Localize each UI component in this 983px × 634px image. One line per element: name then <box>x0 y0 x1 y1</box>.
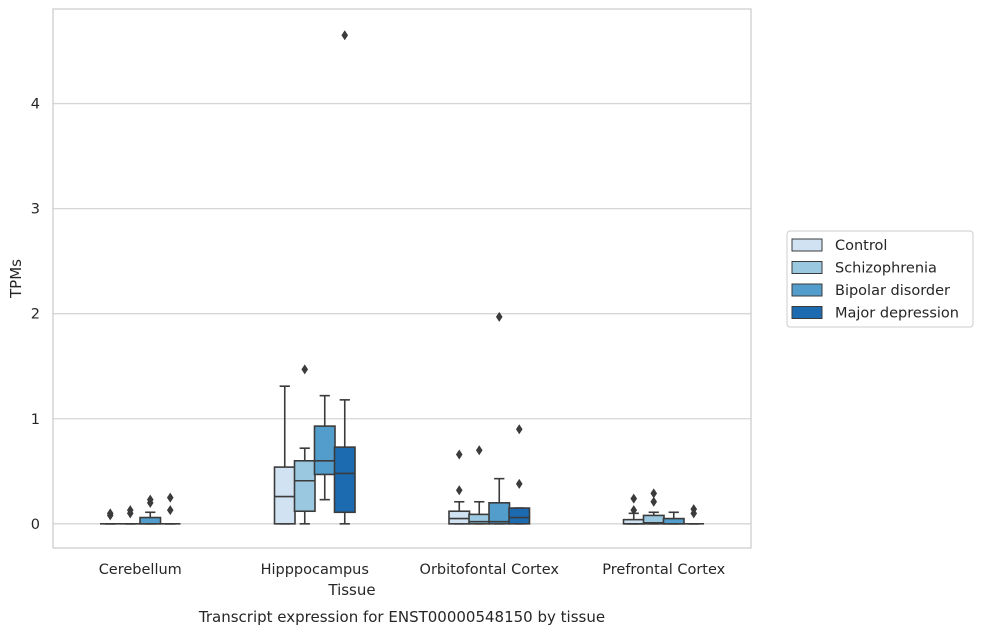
box-body <box>448 510 471 525</box>
x-axis-ticks: Cerebellum Hipppocampus Orbitofontal Corte… <box>99 562 726 578</box>
outlier-point <box>166 492 174 503</box>
outlier-point <box>630 493 638 504</box>
x-axis-label: Tissue <box>327 581 375 599</box>
box-plot-area <box>100 30 704 525</box>
y-tick-label: 1 <box>31 412 40 428</box>
outlier-point <box>455 449 463 460</box>
legend-label: Major depression <box>835 306 959 322</box>
outlier-point <box>301 364 309 375</box>
y-axis-label: TPMs <box>7 259 25 299</box>
box-major-depression <box>160 492 181 525</box>
box-schizophrenia <box>468 445 491 525</box>
legend-frame <box>786 230 974 328</box>
legend-label: Bipolar disorder <box>835 283 950 299</box>
box-schizophrenia <box>642 488 665 525</box>
box-control <box>448 449 471 525</box>
box-control <box>100 508 121 525</box>
legend-swatch <box>791 306 823 319</box>
box-body <box>293 459 316 513</box>
outlier-point <box>341 30 349 41</box>
outlier-point <box>475 445 483 456</box>
box-bipolar-disorder <box>139 494 162 525</box>
box-control <box>622 493 645 525</box>
legend-swatch <box>791 261 823 274</box>
y-tick-label: 3 <box>31 202 40 218</box>
outlier-point <box>146 494 154 505</box>
x-tick-label: Orbitofontal Cortex <box>420 562 560 578</box>
box-schizophrenia <box>120 505 141 525</box>
box-bipolar-disorder <box>662 511 685 525</box>
x-tick-label: Prefrontal Cortex <box>602 562 725 578</box>
outlier-point <box>455 485 463 496</box>
outlier-point <box>650 496 658 507</box>
outlier-point <box>630 505 638 516</box>
legend-swatch <box>791 238 823 252</box>
x-tick-label: Hipppocampus <box>261 562 369 578</box>
outlier-point <box>650 488 658 499</box>
box-bipolar-disorder <box>313 394 336 501</box>
legend: Control Schizophrenia Bipolar disorder Majo… <box>786 230 974 328</box>
outlier-point <box>166 505 174 516</box>
chart-caption: Transcript expression for ENST0000054815… <box>198 608 605 626</box>
plot-frame <box>52 8 752 549</box>
box-body <box>139 516 162 525</box>
legend-item: Bipolar disorder <box>791 283 950 299</box>
outlier-point <box>126 505 134 516</box>
legend-swatch <box>791 283 823 297</box>
box-schizophrenia <box>293 364 316 525</box>
box-bipolar-disorder <box>488 311 511 525</box>
outlier-point <box>690 504 698 515</box>
legend-item: Schizophrenia <box>791 261 937 277</box>
grid-lines <box>53 102 751 525</box>
box-body <box>508 507 531 525</box>
box-major-depression <box>683 504 704 525</box>
box-body <box>313 425 336 476</box>
outlier-point <box>106 508 114 519</box>
box-body <box>333 446 356 514</box>
outlier-point <box>515 478 523 489</box>
box-body <box>273 466 296 525</box>
y-tick-label: 4 <box>31 97 40 113</box>
y-axis-ticks: 0 1 2 3 4 <box>31 97 40 533</box>
x-tick-label: Cerebellum <box>99 562 182 578</box>
box-major-depression <box>508 424 531 525</box>
y-tick-label: 2 <box>31 307 40 323</box>
box-control <box>273 385 296 525</box>
outlier-point <box>515 424 523 435</box>
box-major-depression <box>333 30 356 525</box>
outlier-point <box>495 311 503 322</box>
y-tick-label: 0 <box>31 517 40 533</box>
legend-item: Control <box>791 238 887 254</box>
legend-label: Control <box>835 238 887 254</box>
legend-item: Major depression <box>791 306 959 322</box>
box-body <box>488 502 511 525</box>
legend-label: Schizophrenia <box>835 261 937 277</box>
